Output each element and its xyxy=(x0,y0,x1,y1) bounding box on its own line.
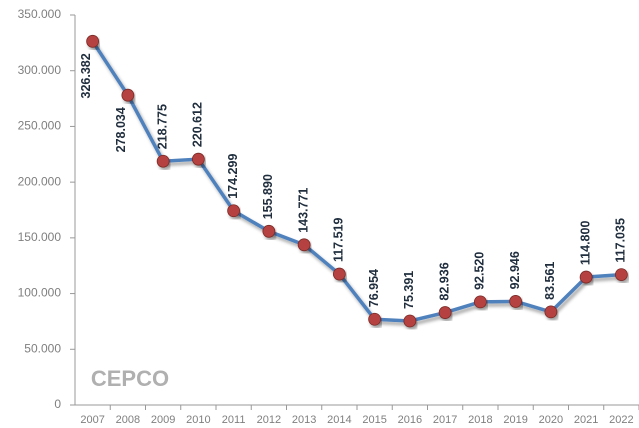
marker xyxy=(403,314,417,328)
x-tick-label: 2012 xyxy=(257,414,281,426)
value-label: 76.954 xyxy=(367,269,381,307)
y-tick-label: 200.000 xyxy=(18,174,62,188)
marker xyxy=(191,152,205,166)
value-label: 218.775 xyxy=(155,104,169,149)
x-tick-label: 2014 xyxy=(327,414,351,426)
value-label: 75.391 xyxy=(402,271,416,309)
x-tick-label: 2009 xyxy=(151,414,175,426)
x-tick-label: 2011 xyxy=(222,414,246,426)
value-label: 326.382 xyxy=(79,53,93,98)
marker xyxy=(262,224,276,238)
y-tick-label: 0 xyxy=(54,397,61,411)
marker xyxy=(579,270,593,284)
value-label: 82.936 xyxy=(437,262,451,300)
x-tick-label: 2022 xyxy=(609,414,633,426)
marker xyxy=(438,306,452,319)
line xyxy=(91,40,622,323)
value-label: 143.771 xyxy=(296,188,310,233)
y-tick-label: 150.000 xyxy=(18,230,62,244)
value-label: 220.612 xyxy=(191,102,205,147)
x-tick-label: 2016 xyxy=(398,414,422,426)
marker xyxy=(227,204,241,218)
x-tick-label: 2010 xyxy=(186,414,210,426)
value-label: 174.299 xyxy=(226,154,240,199)
value-label: 114.800 xyxy=(578,221,592,266)
marker xyxy=(473,295,487,309)
x-tick-label: 2019 xyxy=(503,414,527,426)
marker xyxy=(156,154,170,168)
x-tick-label: 2017 xyxy=(433,414,457,426)
y-tick-label: 350.000 xyxy=(18,7,62,21)
x-tick-label: 2013 xyxy=(292,414,316,426)
watermark: CEPCO xyxy=(91,366,169,391)
x-tick-label: 2020 xyxy=(539,414,563,426)
value-label: 83.561 xyxy=(543,262,557,300)
y-tick-label: 300.000 xyxy=(18,63,62,77)
marker xyxy=(297,238,311,252)
value-label: 278.034 xyxy=(114,107,128,152)
x-tick-label: 2007 xyxy=(80,414,104,426)
x-tick-label: 2008 xyxy=(116,414,140,426)
marker xyxy=(368,312,382,326)
value-label: 155.890 xyxy=(261,174,275,219)
x-tick-label: 2015 xyxy=(362,414,386,426)
value-label: 92.520 xyxy=(473,252,487,290)
value-label: 92.946 xyxy=(508,251,522,289)
x-tick-label: 2021 xyxy=(574,414,598,426)
marker xyxy=(614,268,628,281)
marker xyxy=(332,267,346,281)
y-tick-label: 250.000 xyxy=(18,119,62,133)
marker xyxy=(544,305,558,319)
marker xyxy=(121,88,135,102)
y-tick-label: 100.000 xyxy=(18,286,62,300)
value-label: 117.035 xyxy=(614,218,628,263)
marker xyxy=(509,295,523,308)
y-tick-label: 50.000 xyxy=(24,341,61,355)
marker xyxy=(86,34,100,48)
value-label: 117.519 xyxy=(332,218,346,263)
x-tick-label: 2018 xyxy=(468,414,492,426)
